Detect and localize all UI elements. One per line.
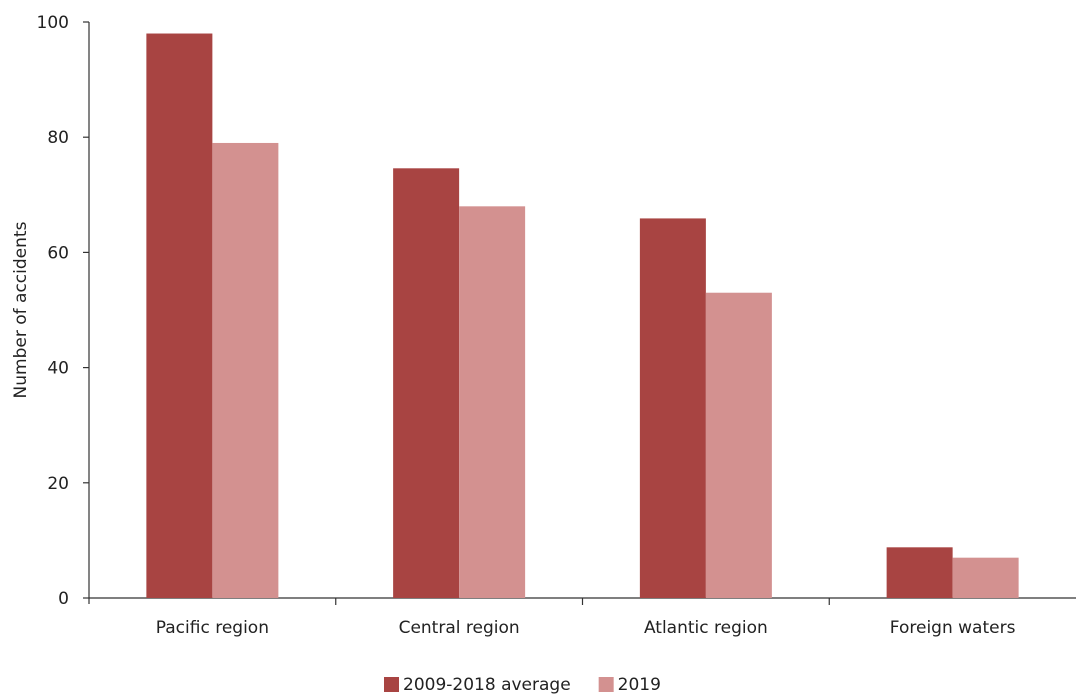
bars [146,33,1019,598]
bar-average [393,168,460,598]
legend-label: 2009-2018 average [403,675,571,695]
bar-current [952,557,1019,598]
y-axis: 0 20 40 60 80 100 [37,13,90,609]
x-tick-label: Central region [399,618,520,638]
legend-swatch [598,677,614,692]
legend-swatch [384,677,399,692]
x-axis: Pacific region Central region Atlantic reg… [89,597,1076,638]
y-tick-label: 100 [37,13,69,33]
y-tick-label: 20 [47,474,69,494]
bar-current [705,292,772,598]
bar-average [886,547,953,598]
legend: 2009-2018 average 2019 [384,675,661,695]
bar-average [146,33,213,598]
x-tick-label: Pacific region [156,618,269,638]
x-tick-label: Foreign waters [890,618,1016,638]
y-tick-label: 80 [47,128,69,148]
legend-label: 2019 [618,675,661,695]
bar-current [459,206,526,598]
y-tick-label: 60 [47,243,69,263]
y-axis-title: Number of accidents [11,221,31,398]
y-tick-label: 0 [58,589,69,609]
bar-current [212,142,279,598]
y-tick-label: 40 [47,359,69,379]
x-tick-label: Atlantic region [644,618,768,638]
bar-average [639,218,706,598]
